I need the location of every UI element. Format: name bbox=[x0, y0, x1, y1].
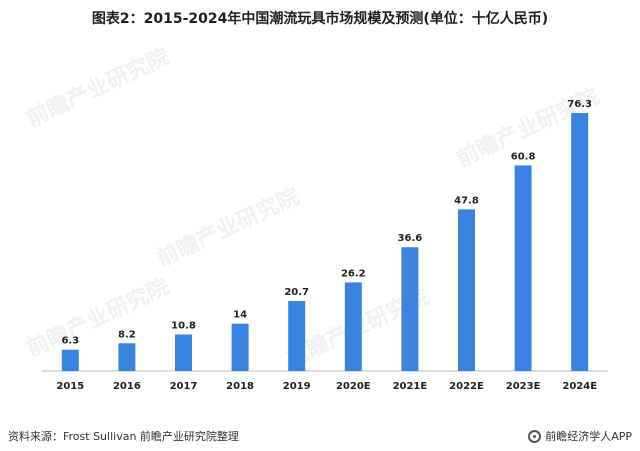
bar-2020E bbox=[344, 282, 362, 371]
bar-2021E bbox=[401, 247, 419, 371]
x-tick-label-2019: 2019 bbox=[283, 381, 311, 392]
data-label-2024E: 76.3 bbox=[567, 99, 592, 110]
bar-2018 bbox=[231, 323, 249, 371]
x-tick-label-2016: 2016 bbox=[113, 381, 141, 392]
source-note: 资料来源：Frost Sullivan 前瞻产业研究院整理 bbox=[8, 430, 239, 443]
data-label-2017: 10.8 bbox=[171, 320, 196, 331]
data-label-2023E: 60.8 bbox=[511, 151, 536, 162]
brand-mark: 前瞻经济学人APP bbox=[528, 428, 632, 444]
bar-chart: 6.3 2015 8.2 2016 10.8 2017 14 2018 20.7 2019 26.2… bbox=[42, 99, 608, 392]
x-tick-label-2024E: 2024E bbox=[562, 381, 597, 392]
chart-title: 图表2：2015-2024年中国潮流玩具市场规模及预测(单位：十亿人民币) bbox=[91, 11, 549, 27]
x-tick-label-2017: 2017 bbox=[170, 381, 198, 392]
bar-2023E bbox=[514, 165, 532, 371]
data-label-2022E: 47.8 bbox=[454, 195, 479, 206]
bar-2024E bbox=[571, 113, 589, 371]
x-tick-label-2020E: 2020E bbox=[336, 381, 371, 392]
data-label-2021E: 36.6 bbox=[398, 233, 423, 244]
data-label-2019: 20.7 bbox=[284, 287, 309, 298]
data-label-2016: 8.2 bbox=[118, 329, 136, 340]
x-tick-label-2021E: 2021E bbox=[393, 381, 428, 392]
x-tick-label-2015: 2015 bbox=[56, 381, 84, 392]
x-tick-label-2018: 2018 bbox=[226, 381, 254, 392]
bar-2019 bbox=[288, 301, 306, 371]
bar-2017 bbox=[175, 334, 192, 371]
bar-2016 bbox=[118, 343, 136, 371]
data-label-2020E: 26.2 bbox=[341, 268, 366, 279]
data-label-2015: 6.3 bbox=[61, 336, 79, 347]
bar-2015 bbox=[61, 349, 79, 371]
brand-logo-icon bbox=[528, 429, 542, 443]
x-tick-label-2023E: 2023E bbox=[506, 381, 541, 392]
brand-label: 前瞻经济学人APP bbox=[545, 430, 632, 443]
x-tick-label-2022E: 2022E bbox=[449, 381, 484, 392]
bar-2022E bbox=[458, 209, 475, 371]
data-label-2018: 14 bbox=[233, 310, 247, 321]
